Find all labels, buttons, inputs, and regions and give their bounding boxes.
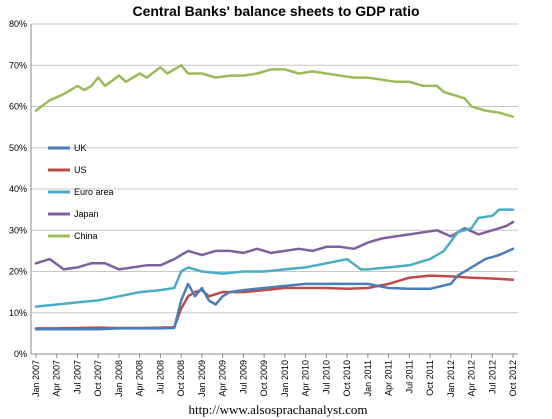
x-tick-label: Jan 2009 — [197, 360, 207, 397]
y-tick-label: 80% — [9, 19, 27, 29]
y-tick-label: 70% — [9, 60, 27, 70]
x-tick-labels: Jan 2007 Apr 2007 Jul 2007 Oct 2007 Jan 2008… — [31, 360, 518, 397]
x-tick-label: Jul 2007 — [72, 360, 82, 394]
x-tick-label: Apr 2012 — [467, 360, 477, 397]
y-tick-label: 50% — [9, 143, 27, 153]
x-tick-label: Oct 2007 — [93, 360, 103, 397]
x-tick-label: Jan 2010 — [280, 360, 290, 397]
x-tick-label: Jul 2008 — [155, 360, 165, 394]
series-line-china — [34, 64, 515, 119]
x-tick-label: Apr 2008 — [135, 360, 145, 397]
axes — [30, 24, 518, 358]
x-tick-label: Jan 2011 — [363, 360, 373, 396]
legend-label: UK — [74, 143, 87, 153]
y-tick-label: 60% — [9, 102, 27, 112]
legend-label: China — [74, 231, 98, 241]
x-tick-label: Oct 2012 — [508, 360, 518, 397]
x-tick-label: Oct 2011 — [425, 360, 435, 396]
x-tick-label: Apr 2009 — [218, 360, 228, 397]
x-tick-label: Apr 2011 — [384, 360, 394, 396]
x-tick-label: Jul 2010 — [321, 360, 331, 394]
x-tick-label: Jan 2007 — [31, 360, 41, 397]
x-tick-label: Oct 2009 — [259, 360, 269, 397]
x-tick-label: Apr 2007 — [52, 360, 62, 397]
x-tick-label: Jan 2008 — [114, 360, 124, 397]
x-tick-label: Jul 2009 — [238, 360, 248, 394]
y-tick-label: 20% — [9, 267, 27, 277]
y-tick-label: 40% — [9, 184, 27, 194]
series-lines — [34, 64, 515, 331]
footer-url: http://www.alsosprachanalyst.com — [189, 402, 368, 417]
series-line-uk — [34, 247, 515, 331]
x-tick-label: Jul 2012 — [487, 360, 497, 394]
x-tick-label: Jul 2011 — [404, 360, 414, 393]
series-line-euro-area — [34, 208, 515, 308]
legend-label: Japan — [74, 209, 99, 219]
series-line-japan — [34, 220, 515, 271]
y-tick-label: 0% — [14, 349, 27, 359]
chart-title: Central Banks' balance sheets to GDP rat… — [132, 3, 419, 19]
grid-lines — [31, 23, 518, 355]
x-tick-label: Oct 2008 — [176, 360, 186, 397]
y-tick-label: 10% — [9, 308, 27, 318]
x-tick-label: Apr 2010 — [301, 360, 311, 397]
x-tick-label: Jan 2012 — [446, 360, 456, 397]
x-tick-label: Oct 2010 — [342, 360, 352, 397]
legend-label: US — [74, 165, 87, 175]
y-tick-label: 30% — [9, 225, 27, 235]
y-tick-labels: 0% 10% 20% 30% 40% 50% 60% 70% 80% — [9, 19, 27, 359]
legend-label: Euro area — [74, 187, 114, 197]
legend: UK US Euro area Japan China — [48, 143, 114, 241]
series-line-us — [34, 274, 515, 330]
